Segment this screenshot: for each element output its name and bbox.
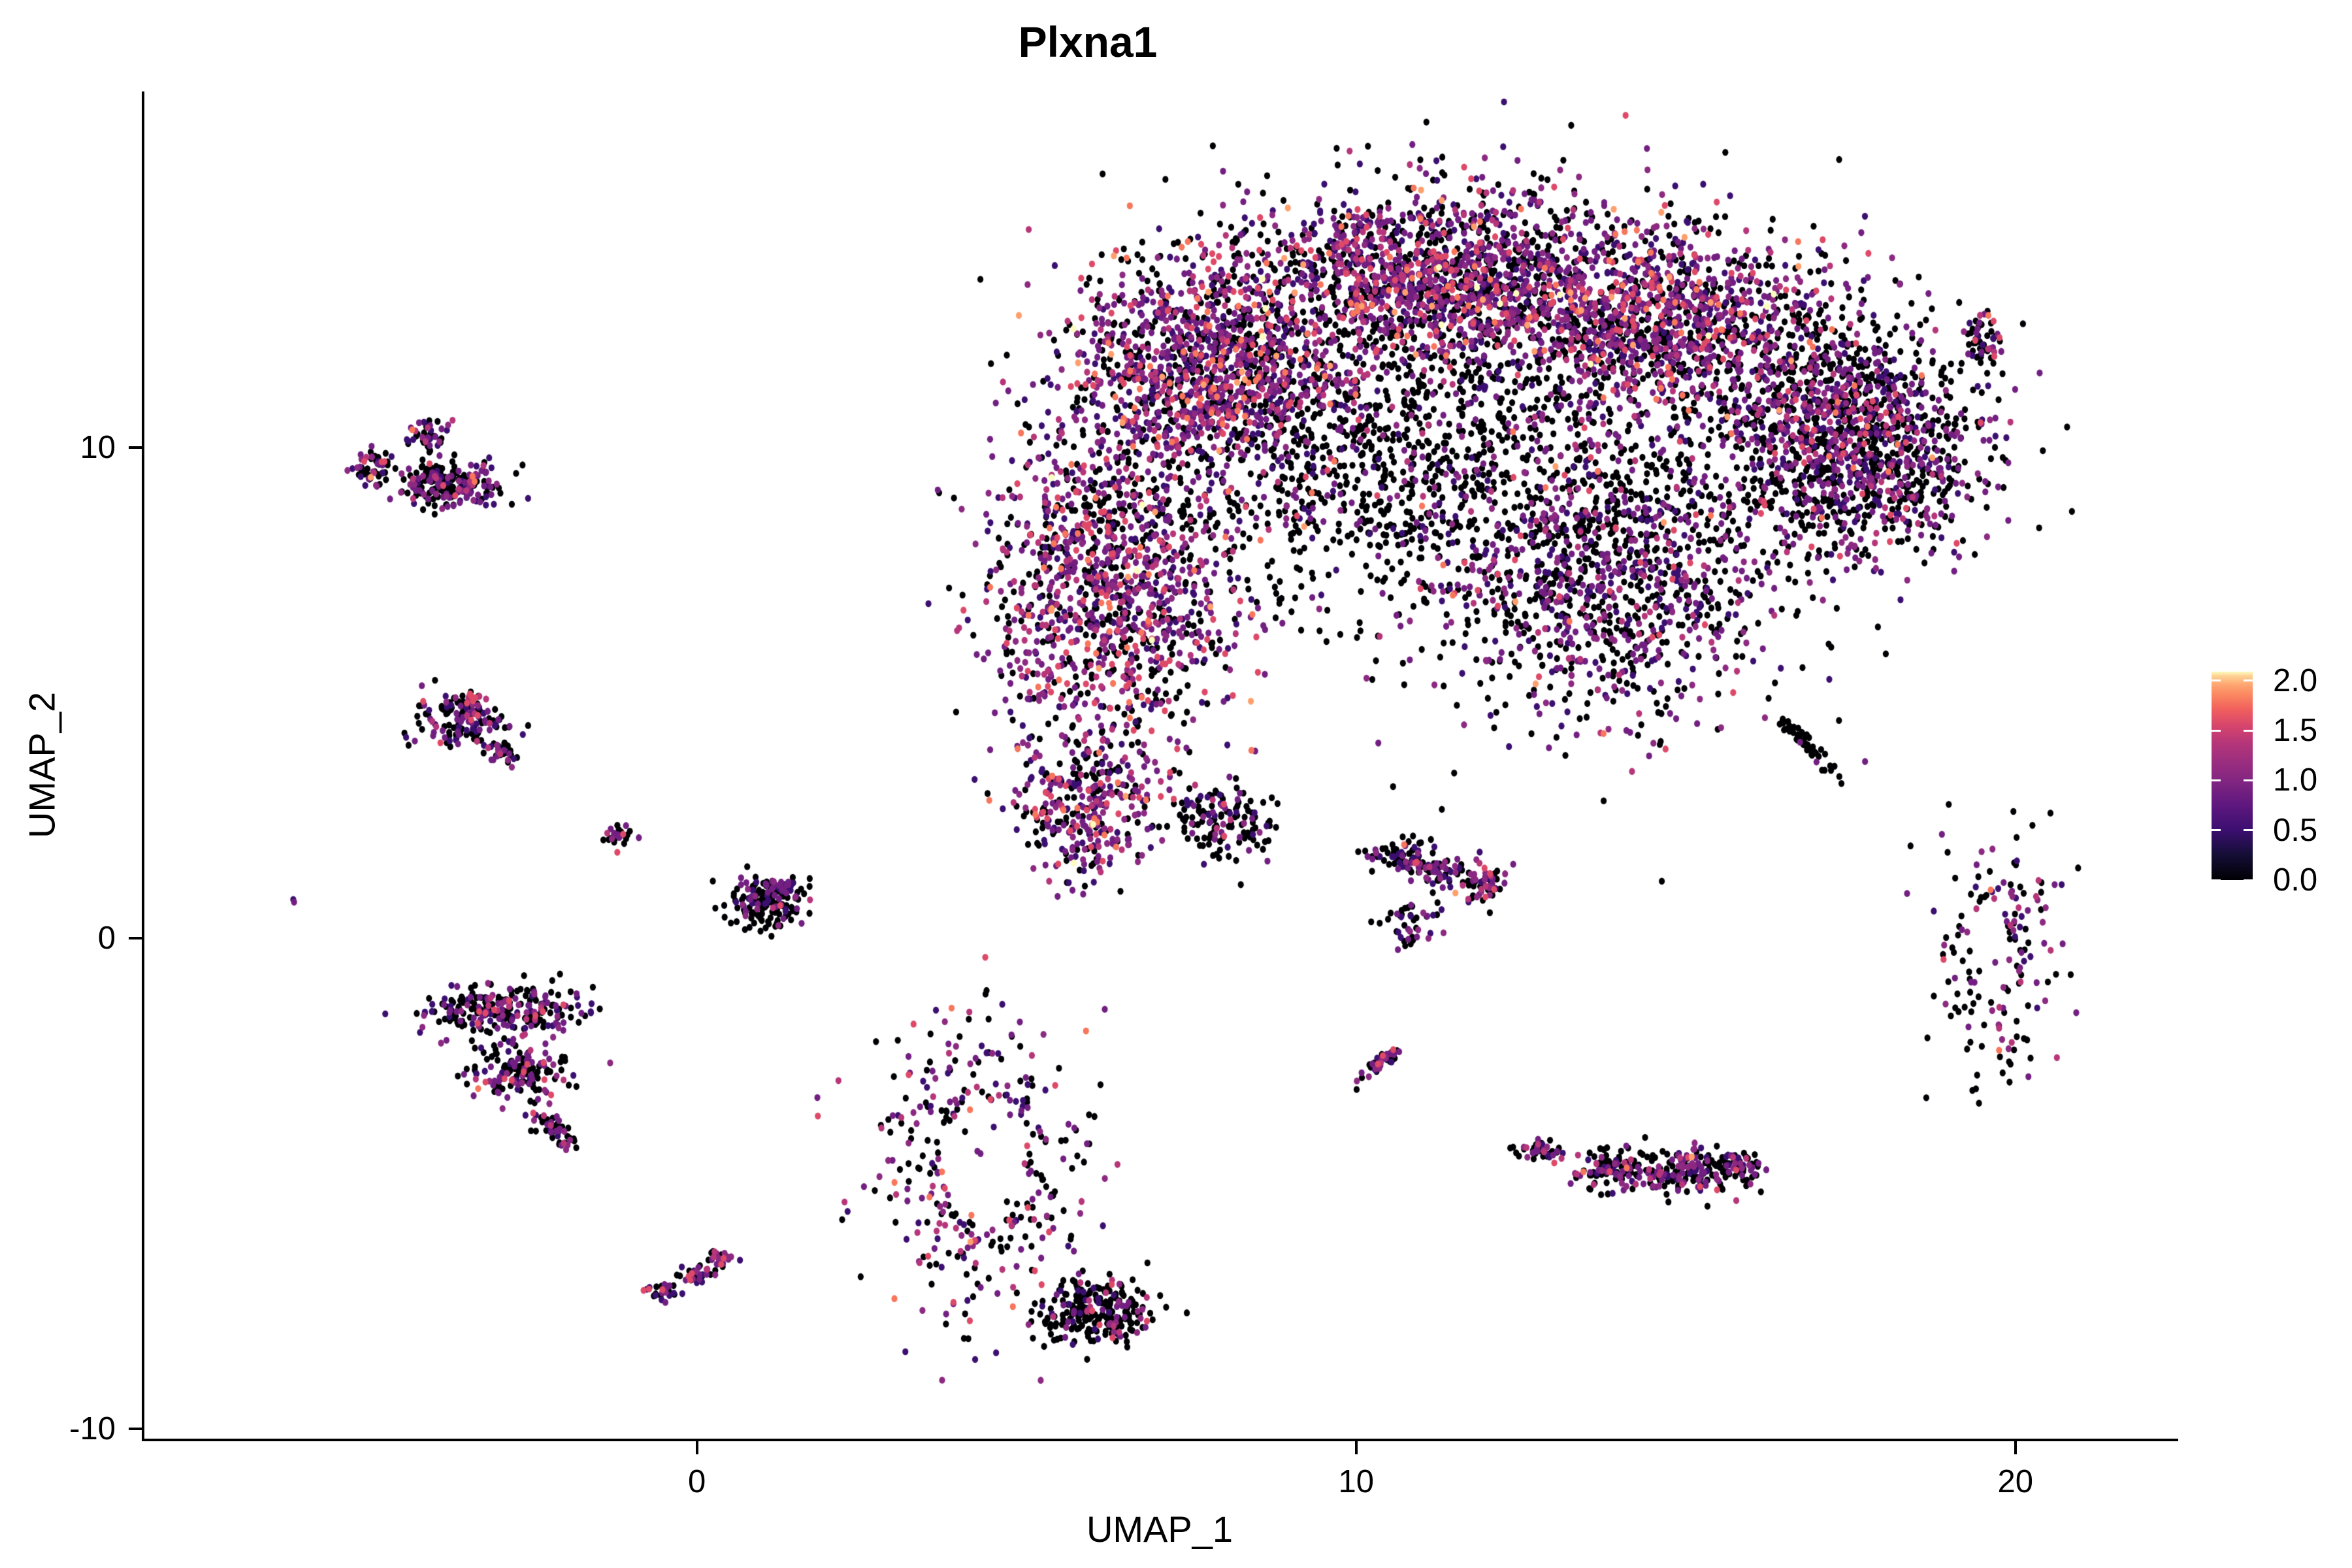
plot-title: Plxna1 (1018, 18, 1158, 66)
umap-scatter-canvas (144, 91, 2176, 1439)
colorbar-tick-mark (2244, 679, 2253, 682)
y-tick-label: -10 (69, 1411, 116, 1446)
colorbar-tick-label: 1.5 (2273, 713, 2318, 749)
colorbar-tick-label: 0.5 (2273, 812, 2318, 848)
y-axis-title: UMAP_2 (21, 691, 63, 839)
x-tick-label: 10 (1338, 1464, 1374, 1499)
colorbar-tick-label: 1.0 (2273, 762, 2318, 798)
x-axis-title: UMAP_1 (1086, 1509, 1233, 1550)
x-axis-line (142, 1439, 2178, 1441)
x-tick-label: 0 (687, 1464, 706, 1499)
y-tick-label: 0 (97, 921, 116, 956)
colorbar-tick-mark (2244, 879, 2253, 881)
colorbar-tick-mark (2244, 729, 2253, 732)
colorbar-tick-mark (2212, 879, 2221, 881)
x-tick-label: 20 (1997, 1464, 2034, 1499)
colorbar-tick-mark (2212, 679, 2221, 682)
y-tick-mark (129, 937, 142, 940)
x-tick-mark (695, 1441, 698, 1454)
x-tick-mark (1354, 1441, 1358, 1454)
colorbar-tick-mark (2212, 779, 2221, 781)
x-tick-mark (2014, 1441, 2017, 1454)
colorbar-tick-label: 0.0 (2273, 862, 2318, 898)
colorbar-tick-label: 2.0 (2273, 662, 2318, 698)
colorbar-tick-mark (2244, 779, 2253, 781)
colorbar-tick-mark (2244, 829, 2253, 832)
colorbar-gradient (2212, 672, 2253, 880)
y-axis-line (142, 91, 144, 1441)
y-tick-mark (129, 446, 142, 449)
colorbar-tick-mark (2212, 729, 2221, 732)
y-tick-label: 10 (80, 430, 116, 466)
y-tick-mark (129, 1427, 142, 1430)
colorbar-tick-mark (2212, 829, 2221, 832)
plot-panel (144, 91, 2176, 1439)
